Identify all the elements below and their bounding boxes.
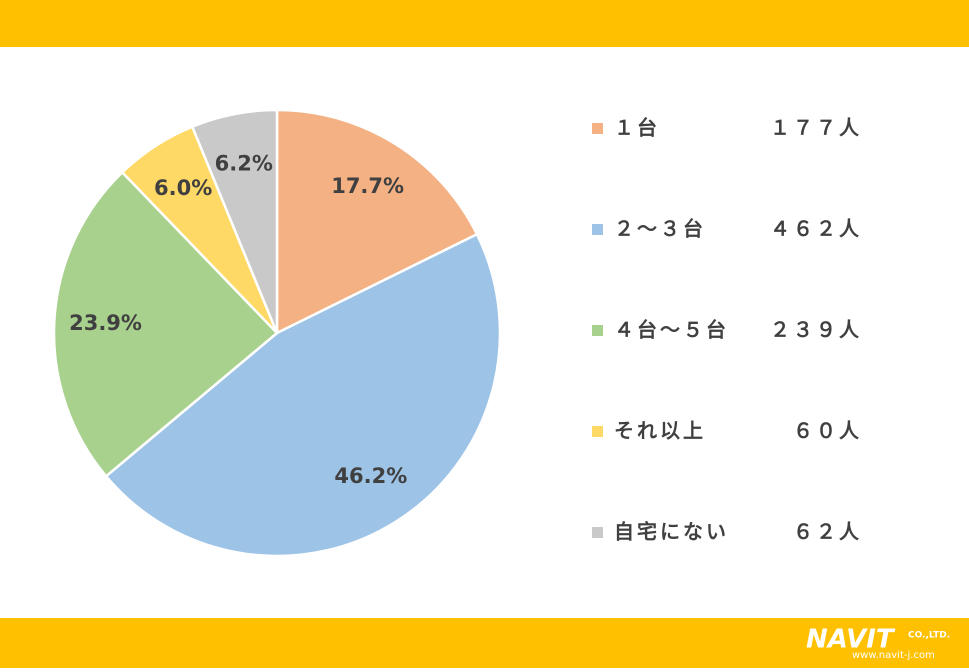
logo-company: CO.,LTD. bbox=[908, 631, 950, 641]
legend-count: １７７人 bbox=[770, 116, 862, 140]
legend-swatch bbox=[592, 123, 603, 134]
legend-label: ４台～５台 bbox=[614, 318, 729, 342]
pie-slice bbox=[52, 170, 279, 478]
legend-swatch bbox=[592, 224, 603, 235]
legend-count: ６０人 bbox=[793, 419, 862, 443]
pie-slice bbox=[190, 108, 279, 334]
data-label: 17.7% bbox=[331, 174, 404, 198]
pie-slice bbox=[104, 232, 502, 558]
legend-label: それ以上 bbox=[614, 419, 706, 443]
legend-swatch bbox=[592, 325, 603, 336]
data-label: 46.2% bbox=[334, 464, 407, 488]
logo: NAVIT bbox=[806, 625, 896, 655]
legend-count: ４６２人 bbox=[770, 217, 862, 241]
data-label: 6.0% bbox=[154, 176, 212, 200]
pie-slice bbox=[275, 108, 479, 336]
legend-label: １台 bbox=[614, 116, 660, 140]
legend-swatch bbox=[592, 527, 603, 538]
data-label: 23.9% bbox=[69, 311, 142, 335]
bottom-band bbox=[0, 618, 969, 668]
legend-count: ２３９人 bbox=[770, 318, 862, 342]
data-label: 6.2% bbox=[215, 152, 273, 176]
top-band bbox=[0, 0, 969, 47]
legend-label: 自宅にない bbox=[614, 520, 729, 544]
legend-label: ２～３台 bbox=[614, 217, 706, 241]
logo-url: www.navit-j.com bbox=[852, 650, 935, 661]
legend-swatch bbox=[592, 426, 603, 437]
legend-count: ６２人 bbox=[793, 520, 862, 544]
